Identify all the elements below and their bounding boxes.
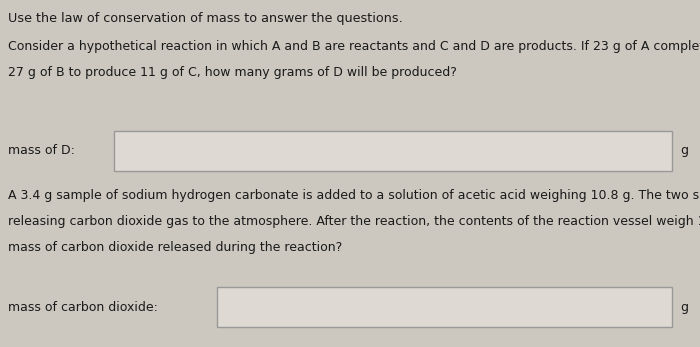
Text: mass of carbon dioxide:: mass of carbon dioxide: (8, 301, 158, 314)
Text: Consider a hypothetical reaction in which A and B are reactants and C and D are : Consider a hypothetical reaction in whic… (8, 40, 700, 53)
Text: Use the law of conservation of mass to answer the questions.: Use the law of conservation of mass to a… (8, 12, 403, 25)
FancyBboxPatch shape (217, 287, 672, 327)
Text: releasing carbon dioxide gas to the atmosphere. After the reaction, the contents: releasing carbon dioxide gas to the atmo… (8, 215, 700, 228)
Text: 27 g of B to produce 11 g of C, how many grams of D will be produced?: 27 g of B to produce 11 g of C, how many… (8, 66, 457, 79)
Text: mass of D:: mass of D: (8, 144, 76, 158)
FancyBboxPatch shape (114, 131, 672, 171)
Text: A 3.4 g sample of sodium hydrogen carbonate is added to a solution of acetic aci: A 3.4 g sample of sodium hydrogen carbon… (8, 189, 700, 202)
Text: mass of carbon dioxide released during the reaction?: mass of carbon dioxide released during t… (8, 241, 343, 254)
Text: g: g (680, 144, 688, 158)
Text: g: g (680, 301, 688, 314)
